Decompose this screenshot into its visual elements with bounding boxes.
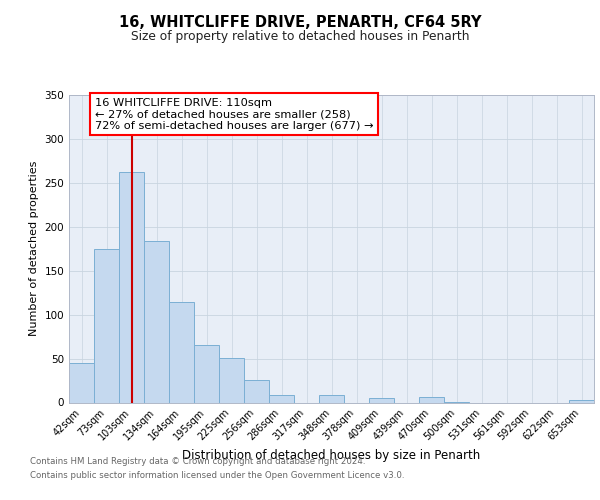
Text: Contains public sector information licensed under the Open Government Licence v3: Contains public sector information licen… <box>30 471 404 480</box>
X-axis label: Distribution of detached houses by size in Penarth: Distribution of detached houses by size … <box>182 450 481 462</box>
Bar <box>94 248 119 402</box>
Bar <box>369 398 394 402</box>
Bar <box>569 400 594 402</box>
Bar <box>219 358 244 403</box>
Bar <box>244 380 269 402</box>
Bar <box>269 396 294 402</box>
Text: 16, WHITCLIFFE DRIVE, PENARTH, CF64 5RY: 16, WHITCLIFFE DRIVE, PENARTH, CF64 5RY <box>119 15 481 30</box>
Bar <box>419 397 444 402</box>
Text: Contains HM Land Registry data © Crown copyright and database right 2024.: Contains HM Land Registry data © Crown c… <box>30 458 365 466</box>
Text: Size of property relative to detached houses in Penarth: Size of property relative to detached ho… <box>131 30 469 43</box>
Bar <box>194 346 219 403</box>
Y-axis label: Number of detached properties: Number of detached properties <box>29 161 39 336</box>
Bar <box>169 302 194 402</box>
Bar <box>119 172 144 402</box>
Text: 16 WHITCLIFFE DRIVE: 110sqm
← 27% of detached houses are smaller (258)
72% of se: 16 WHITCLIFFE DRIVE: 110sqm ← 27% of det… <box>95 98 373 131</box>
Bar <box>144 241 169 402</box>
Bar <box>319 394 344 402</box>
Bar <box>69 363 94 403</box>
